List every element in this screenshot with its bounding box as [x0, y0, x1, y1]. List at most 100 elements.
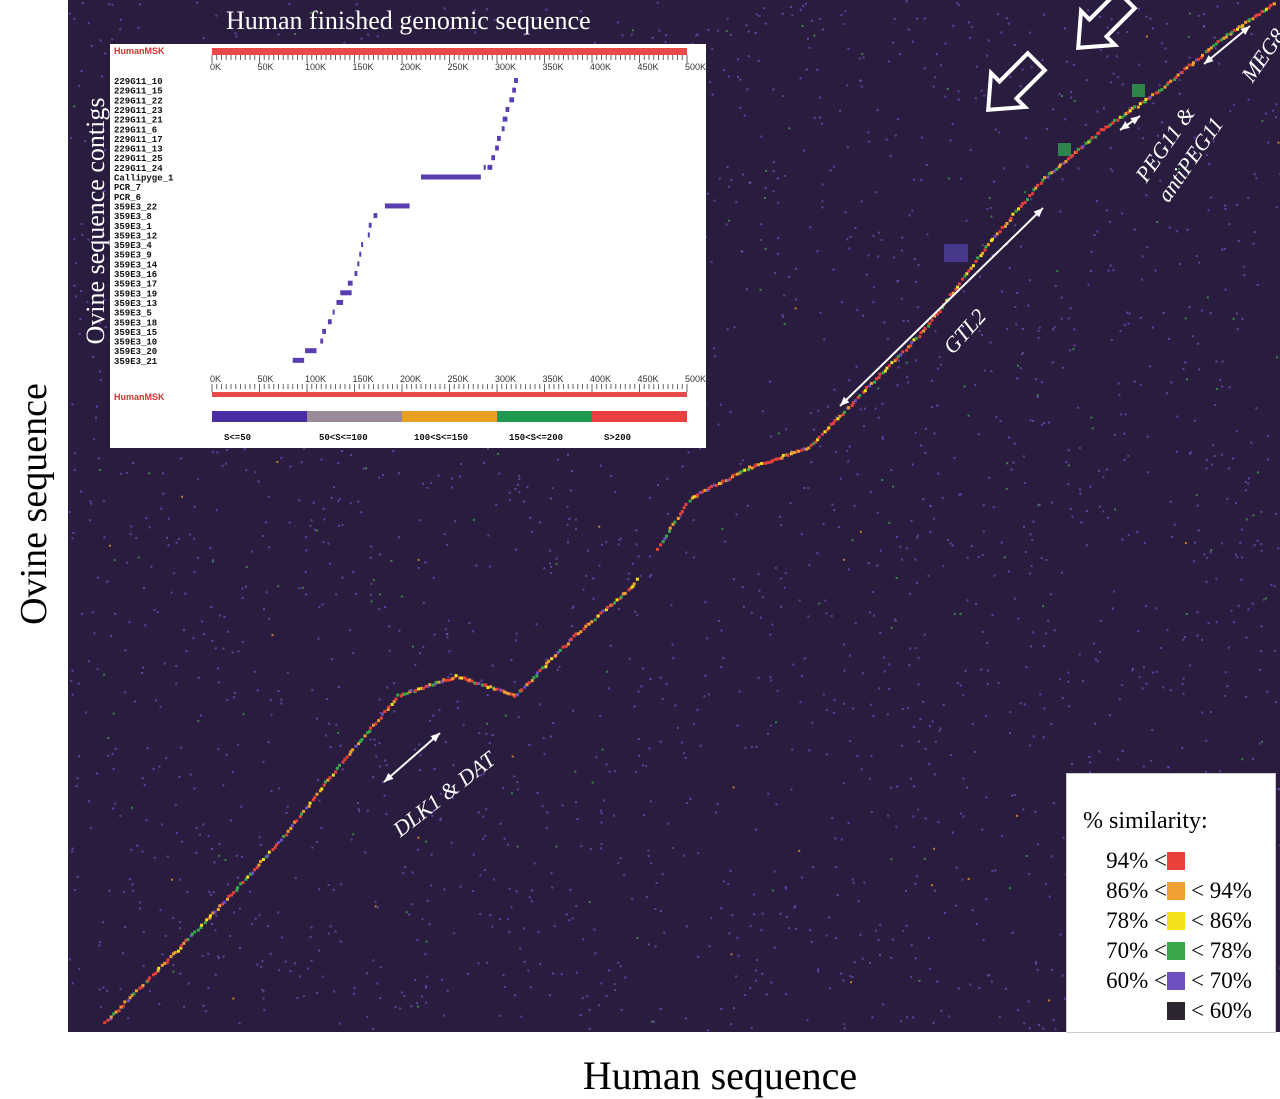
noise-dot	[360, 511, 363, 514]
noise-dot	[748, 182, 751, 184]
alignment-dot	[907, 345, 911, 349]
noise-dot	[991, 870, 994, 872]
noise-dot	[107, 754, 110, 757]
noise-dot	[914, 280, 917, 283]
alignment-dot	[541, 666, 544, 670]
noise-dot	[447, 619, 450, 622]
noise-dot	[411, 871, 414, 874]
noise-dot	[710, 261, 713, 264]
noise-dot	[665, 682, 668, 685]
noise-dot	[1036, 968, 1039, 971]
noise-dot	[369, 556, 372, 559]
noise-dot	[108, 544, 111, 547]
noise-dot	[1192, 335, 1194, 338]
noise-dot	[68, 12, 71, 15]
noise-dot	[1000, 31, 1003, 34]
alignment-dot	[1260, 10, 1264, 14]
noise-dot	[514, 994, 517, 997]
alignment-dot	[1011, 212, 1015, 216]
noise-dot	[528, 744, 531, 746]
noise-dot	[882, 1003, 885, 1006]
noise-dot	[899, 1020, 902, 1023]
noise-dot	[341, 576, 344, 579]
noise-dot	[98, 322, 101, 324]
noise-dot	[1188, 452, 1191, 455]
noise-dot	[1262, 598, 1265, 601]
hollow-arrow-1	[986, 50, 1048, 112]
noise-dot	[738, 690, 741, 693]
noise-dot	[823, 338, 826, 341]
noise-dot	[289, 970, 292, 973]
alignment-dot	[176, 949, 180, 953]
alignment-dot	[121, 1004, 125, 1008]
noise-dot	[424, 953, 427, 956]
noise-dot	[730, 953, 733, 956]
noise-dot	[1088, 756, 1091, 758]
noise-dot	[81, 612, 84, 615]
alignment-dot	[905, 348, 909, 352]
noise-dot	[969, 983, 972, 986]
noise-dot	[893, 17, 896, 20]
noise-dot	[985, 796, 988, 799]
noise-dot	[114, 802, 117, 805]
noise-dot	[890, 786, 893, 789]
noise-dot	[454, 520, 456, 523]
noise-dot	[721, 527, 724, 530]
noise-dot	[975, 922, 978, 925]
noise-dot	[167, 544, 170, 547]
noise-dot	[1127, 454, 1130, 457]
noise-dot	[1137, 63, 1140, 66]
noise-dot	[1120, 212, 1123, 215]
noise-dot	[497, 452, 499, 455]
noise-dot	[417, 567, 420, 569]
noise-dot	[119, 18, 122, 21]
noise-dot	[635, 543, 638, 546]
noise-dot	[794, 267, 797, 270]
noise-dot	[991, 254, 994, 256]
noise-dot	[714, 811, 717, 814]
noise-dot	[816, 250, 819, 253]
noise-dot	[846, 84, 849, 87]
noise-dot	[1106, 26, 1109, 29]
noise-dot	[1106, 516, 1109, 519]
noise-dot	[869, 491, 872, 494]
noise-dot	[422, 645, 425, 648]
noise-dot	[1256, 284, 1259, 286]
noise-dot	[156, 611, 159, 614]
noise-dot	[572, 709, 575, 712]
noise-dot	[1090, 416, 1093, 419]
noise-dot	[414, 748, 416, 751]
noise-dot	[87, 22, 90, 25]
noise-dot	[119, 28, 122, 31]
noise-dot	[613, 983, 616, 986]
noise-dot	[1273, 585, 1276, 588]
alignment-dot	[1255, 13, 1259, 17]
noise-dot	[322, 507, 325, 510]
inset-segment	[359, 251, 362, 257]
noise-dot	[419, 652, 421, 655]
noise-dot	[450, 486, 453, 489]
noise-dot	[1173, 523, 1176, 526]
highlight-box-3	[944, 244, 968, 262]
noise-dot	[1035, 378, 1038, 381]
noise-dot	[1240, 578, 1243, 581]
noise-dot	[940, 64, 943, 67]
noise-dot	[1245, 518, 1248, 521]
noise-dot	[624, 976, 627, 979]
alignment-dot	[1088, 139, 1092, 143]
noise-dot	[667, 513, 670, 515]
noise-dot	[102, 986, 105, 989]
alignment-dot	[504, 691, 508, 695]
noise-dot	[1029, 31, 1031, 34]
noise-dot	[517, 483, 520, 486]
alignment-dot	[1187, 63, 1191, 67]
noise-dot	[575, 527, 577, 530]
noise-dot	[733, 326, 736, 329]
noise-dot	[938, 356, 941, 359]
noise-dot	[424, 561, 427, 564]
alignment-dot	[632, 582, 636, 586]
noise-dot	[1028, 279, 1031, 282]
noise-dot	[990, 980, 993, 983]
noise-dot	[780, 605, 783, 608]
noise-dot	[1036, 396, 1039, 398]
